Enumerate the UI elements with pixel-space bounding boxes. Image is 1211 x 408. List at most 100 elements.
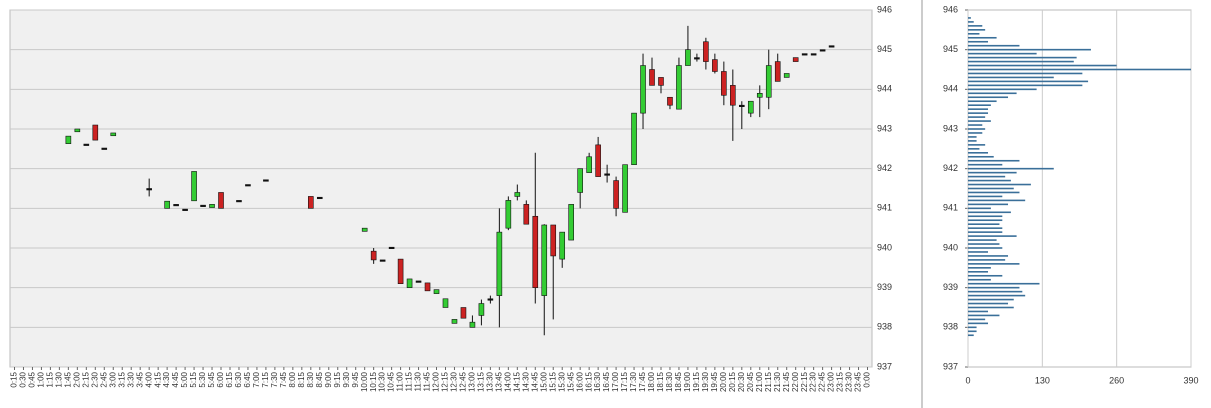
candle-body — [370, 250, 377, 261]
x-tick-label: 0:00 — [863, 371, 872, 387]
candle-body — [173, 204, 179, 207]
candle-body — [685, 49, 691, 66]
candle-body — [442, 298, 449, 308]
bar — [968, 108, 989, 110]
x-tick-label: 4:30 — [162, 371, 171, 387]
bar — [968, 40, 989, 43]
candle-body — [361, 227, 368, 232]
plot-area — [9, 9, 873, 368]
x-tick-label: 22:30 — [809, 371, 818, 392]
candle-body — [218, 192, 224, 209]
x-tick-label: 17:30 — [629, 371, 638, 392]
candle-body — [65, 135, 72, 144]
x-tick-label: 2:45 — [99, 371, 108, 387]
bar — [968, 274, 1003, 277]
bar — [968, 259, 1006, 261]
x-tick-label: 2:30 — [90, 371, 99, 387]
x-tick-label: 4:00 — [144, 371, 153, 387]
candle-body — [236, 200, 242, 203]
bar — [968, 310, 989, 313]
x-tick-label: 13:00 — [468, 371, 477, 392]
y-tick-label: 941 — [943, 203, 958, 213]
bar — [968, 88, 1037, 91]
y-tick-label: 942 — [877, 163, 892, 173]
candle-body — [810, 53, 817, 56]
x-tick-label: 8:00 — [288, 371, 297, 387]
bar — [968, 155, 994, 158]
candle-body — [828, 45, 835, 48]
bar — [968, 52, 1037, 55]
bar — [968, 286, 1020, 289]
candle-body — [263, 179, 269, 182]
bar — [968, 255, 1009, 257]
candle-body — [730, 85, 736, 106]
candle-body — [819, 49, 826, 52]
x-tick-label: 7:30 — [270, 371, 279, 387]
y-tick-label: 937 — [943, 361, 958, 371]
x-tick-label: 390 — [1183, 375, 1198, 385]
candle-body — [774, 61, 781, 82]
bar — [968, 175, 1006, 178]
candle-body — [649, 69, 655, 86]
x-tick-label: 23:45 — [854, 371, 863, 392]
x-tick-label: 1:45 — [63, 371, 72, 387]
bar — [968, 17, 971, 19]
candle-body — [604, 173, 610, 176]
candle-body — [191, 171, 197, 202]
x-tick-label: 10:15 — [369, 371, 378, 392]
x-tick-label: 7:15 — [261, 371, 270, 387]
bar — [968, 223, 1000, 225]
x-tick-label: 21:15 — [764, 371, 773, 392]
bar — [968, 183, 1031, 186]
x-tick-label: 7:45 — [279, 371, 288, 387]
bar — [968, 267, 991, 269]
x-tick-label: 15:45 — [566, 371, 575, 392]
x-tick-label: 23:30 — [845, 371, 854, 392]
candle-body — [559, 231, 566, 260]
x-tick-label: 8:45 — [315, 371, 324, 387]
bar — [968, 60, 1074, 63]
candle-body — [703, 41, 709, 62]
x-tick-label: 18:30 — [665, 371, 674, 392]
bar — [968, 104, 991, 106]
candle-body — [640, 65, 646, 114]
candle-body — [631, 112, 637, 165]
x-tick-label: 7:00 — [252, 371, 261, 387]
x-tick-label: 16:00 — [575, 371, 584, 392]
bar — [968, 247, 1003, 249]
x-tick-label: 21:30 — [773, 371, 782, 392]
bar — [968, 187, 1014, 190]
x-tick-label: 9:45 — [351, 371, 360, 387]
bar — [968, 207, 991, 210]
x-tick-label: 12:00 — [432, 371, 441, 392]
candle-body — [747, 100, 754, 114]
bar — [968, 298, 1014, 301]
x-tick-label: 11:15 — [405, 371, 414, 391]
bar — [968, 159, 1020, 162]
x-tick-label: 5:15 — [189, 371, 198, 387]
bar — [968, 243, 1000, 245]
candle-body — [146, 188, 152, 191]
candle-body — [622, 164, 628, 213]
x-tick-label: 9:30 — [342, 371, 351, 387]
x-tick-label: 10:45 — [387, 371, 396, 392]
candle-body — [164, 200, 170, 209]
x-tick-label: 3:45 — [135, 371, 144, 387]
candle-body — [765, 65, 772, 98]
bar — [968, 282, 1040, 285]
x-tick-label: 17:00 — [611, 371, 620, 392]
bar — [968, 124, 983, 126]
x-tick-label: 6:15 — [225, 371, 234, 387]
bar — [968, 167, 1054, 170]
candle-body — [505, 200, 512, 229]
bar — [968, 48, 1091, 51]
x-tick-label: 14:30 — [521, 371, 530, 392]
x-tick-label: 14:45 — [530, 371, 539, 392]
x-tick-label: 6:00 — [216, 371, 225, 387]
x-tick-label: 16:15 — [584, 371, 593, 392]
bar — [968, 231, 1003, 233]
x-tick-label: 19:45 — [710, 371, 719, 392]
candle-body — [397, 258, 404, 284]
candle-body — [721, 71, 727, 96]
